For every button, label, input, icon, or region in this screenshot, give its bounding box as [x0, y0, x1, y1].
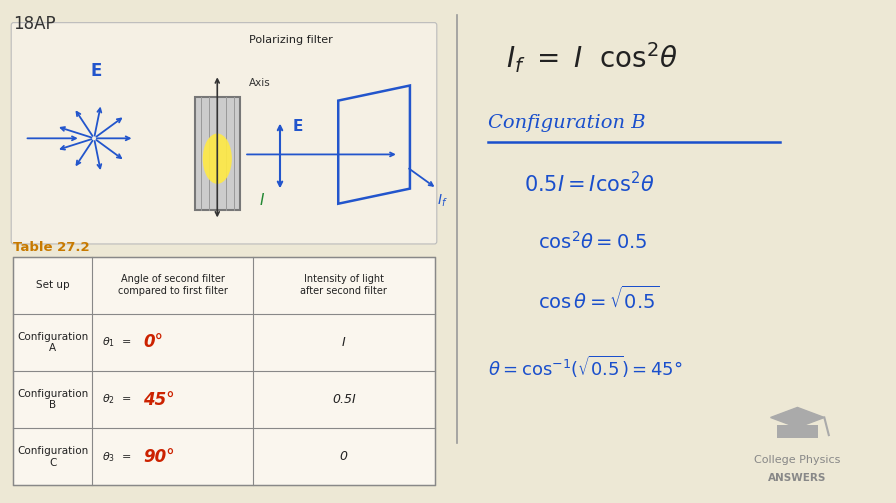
Text: Table 27.2: Table 27.2	[13, 241, 90, 254]
Text: I: I	[260, 193, 264, 208]
Text: $\mathit{I_f}$ $=$ $\mathit{I}$  $\cos^2\!\theta$: $\mathit{I_f}$ $=$ $\mathit{I}$ $\cos^2\…	[506, 41, 678, 75]
Text: 90°: 90°	[143, 448, 175, 466]
Text: E: E	[292, 119, 303, 134]
Text: $0.5\mathit{I} = \mathit{I}\cos^2\!\theta$: $0.5\mathit{I} = \mathit{I}\cos^2\!\thet…	[524, 171, 655, 196]
Text: Configuration
C: Configuration C	[17, 446, 89, 468]
Text: $\theta_2$  =: $\theta_2$ =	[101, 393, 132, 406]
Text: Polarizing filter: Polarizing filter	[249, 35, 333, 45]
Text: 0°: 0°	[143, 333, 163, 352]
Text: 18AP: 18AP	[13, 15, 56, 33]
Text: $\theta_3$  =: $\theta_3$ =	[101, 450, 132, 464]
Text: I: I	[342, 336, 346, 349]
Text: Set up: Set up	[36, 280, 70, 290]
Text: 45°: 45°	[143, 390, 175, 408]
FancyBboxPatch shape	[11, 23, 437, 244]
Bar	[778, 425, 818, 438]
Text: Configuration B: Configuration B	[488, 114, 646, 132]
Text: Configuration
A: Configuration A	[17, 331, 89, 353]
Text: 0.5I: 0.5I	[332, 393, 356, 406]
Text: Angle of second filter
compared to first filter: Angle of second filter compared to first…	[117, 274, 228, 296]
Text: Axis: Axis	[249, 78, 271, 88]
Text: College Physics: College Physics	[754, 455, 840, 465]
Text: E: E	[90, 62, 102, 80]
Text: $\cos\theta = \sqrt{0.5}$: $\cos\theta = \sqrt{0.5}$	[538, 286, 659, 313]
Text: $\theta_1$  =: $\theta_1$ =	[101, 336, 132, 349]
Text: Configuration
B: Configuration B	[17, 389, 89, 410]
Text: Intensity of light
after second filter: Intensity of light after second filter	[300, 274, 387, 296]
Polygon shape	[771, 407, 824, 428]
Bar	[13, 257, 435, 485]
Bar	[195, 97, 240, 210]
Text: $\cos^2\!\theta = 0.5$: $\cos^2\!\theta = 0.5$	[538, 230, 647, 253]
Text: ANSWERS: ANSWERS	[768, 473, 827, 483]
Text: 0: 0	[340, 450, 348, 463]
Text: $\mathit{I_f}$: $\mathit{I_f}$	[437, 192, 447, 209]
Ellipse shape	[202, 134, 232, 184]
Text: $\theta = \cos^{-1}\!(\sqrt{0.5}) = 45°$: $\theta = \cos^{-1}\!(\sqrt{0.5}) = 45°$	[488, 354, 683, 380]
